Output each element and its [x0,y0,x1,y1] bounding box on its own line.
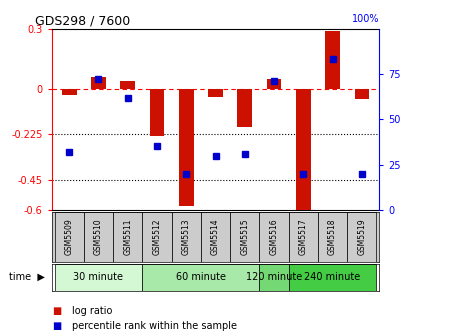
Bar [230,212,260,262]
Text: GSM5509: GSM5509 [65,218,74,255]
Text: GSM5510: GSM5510 [94,218,103,255]
Bar [208,89,223,97]
Text: log ratio: log ratio [72,306,112,316]
Text: ■: ■ [52,321,61,331]
Text: GSM5513: GSM5513 [182,218,191,255]
Bar [238,89,252,127]
Bar [289,212,318,262]
Bar [55,264,142,291]
Text: GSM5518: GSM5518 [328,219,337,255]
Text: GSM5511: GSM5511 [123,219,132,255]
Bar [150,89,164,136]
Text: ■: ■ [52,306,61,316]
Bar [318,212,347,262]
Bar [325,31,340,89]
Bar [347,212,376,262]
Bar [267,79,282,89]
Bar [142,212,172,262]
Bar [201,212,230,262]
Text: GSM5519: GSM5519 [357,218,366,255]
Bar [179,89,194,206]
Text: 30 minute: 30 minute [74,272,123,282]
Bar [55,212,84,262]
Bar [260,264,289,291]
Bar [355,89,369,99]
Text: percentile rank within the sample: percentile rank within the sample [72,321,237,331]
Text: GSM5515: GSM5515 [240,218,249,255]
Bar [289,264,376,291]
Text: GDS298 / 7600: GDS298 / 7600 [35,14,131,28]
Bar [296,89,311,214]
Bar [260,212,289,262]
Text: 100%: 100% [352,14,379,24]
Bar [84,212,113,262]
Text: GSM5512: GSM5512 [153,219,162,255]
Bar [120,81,135,89]
Text: 60 minute: 60 minute [176,272,226,282]
Text: GSM5517: GSM5517 [299,218,308,255]
Text: GSM5516: GSM5516 [269,218,278,255]
Bar [142,264,260,291]
Bar [172,212,201,262]
Bar [113,212,142,262]
Text: 240 minute: 240 minute [304,272,361,282]
Text: time  ▶: time ▶ [9,272,45,282]
Bar [91,77,106,89]
Text: GSM5514: GSM5514 [211,218,220,255]
Text: 120 minute: 120 minute [246,272,302,282]
Bar [62,89,76,95]
